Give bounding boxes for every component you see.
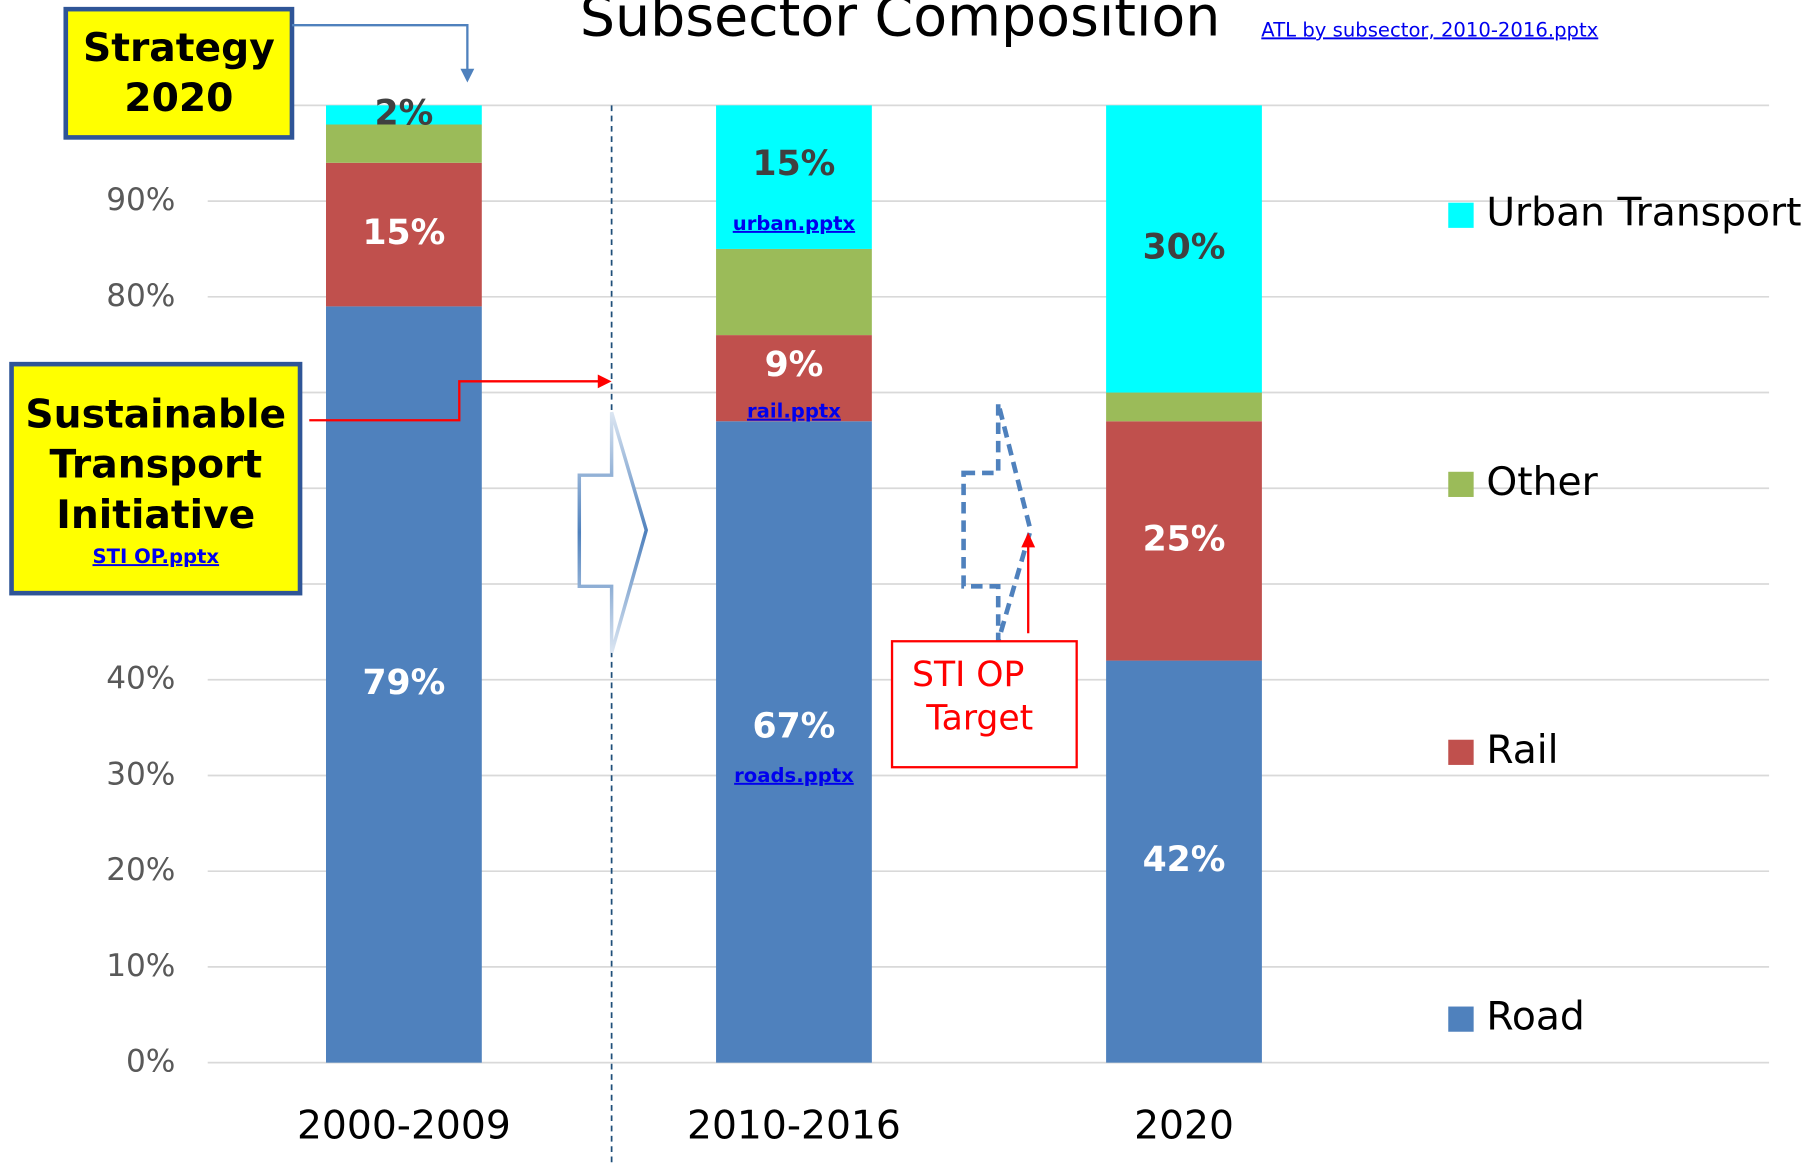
arrow-head <box>460 68 475 83</box>
data-label: 25% <box>1143 520 1226 560</box>
bar-segment <box>716 248 872 336</box>
y-tick-label: 20% <box>106 852 175 888</box>
legend-label: Urban Transport <box>1486 191 1801 236</box>
sti-box <box>9 361 303 596</box>
x-tick-label: 2020 <box>1134 1104 1234 1149</box>
bar-segment <box>1106 105 1262 393</box>
bar-segment <box>326 306 482 1063</box>
bar-link[interactable]: urban.pptx <box>733 212 856 235</box>
dashed-arrow <box>961 402 1033 642</box>
legend-swatch <box>1448 202 1474 228</box>
strategy-box <box>63 6 295 140</box>
data-label: 67% <box>753 707 836 747</box>
legend-label: Road <box>1486 995 1584 1040</box>
bar-link[interactable]: rail.pptx <box>747 400 841 423</box>
y-tick-label: 10% <box>106 948 175 984</box>
legend-label: Rail <box>1486 728 1558 773</box>
y-tick-label: 0% <box>126 1044 175 1080</box>
bar-segment <box>326 162 482 307</box>
bar-segment <box>716 105 872 249</box>
sti-text: Transport <box>49 443 262 488</box>
data-label: 15% <box>753 144 836 184</box>
y-tick-label: 80% <box>106 278 175 314</box>
bar-segment <box>716 421 872 1063</box>
data-label: 30% <box>1143 228 1226 268</box>
bar-segment <box>716 335 872 422</box>
target-text: STI OP <box>912 655 1024 695</box>
data-label: 2% <box>375 94 434 134</box>
x-tick-label: 2010-2016 <box>687 1104 901 1149</box>
data-label: 42% <box>1143 840 1226 880</box>
bar-segment <box>1106 421 1262 661</box>
legend-label: Other <box>1486 460 1598 505</box>
target-box <box>890 640 1078 769</box>
chart-title: Subsector Composition <box>580 0 1220 50</box>
bar-segment <box>326 124 482 163</box>
data-label: 15% <box>362 213 445 253</box>
title-link[interactable]: ATL by subsector, 2010-2016.pptx <box>1261 18 1598 41</box>
arrow-head <box>1021 532 1036 548</box>
bar-link[interactable]: roads.pptx <box>734 764 854 787</box>
sti-link[interactable]: STI OP.pptx <box>92 545 219 568</box>
y-tick-label: 40% <box>106 661 175 697</box>
data-label: 9% <box>765 345 824 385</box>
block-arrow <box>577 411 649 654</box>
bar-segment <box>1106 660 1262 1063</box>
y-tick-label: 30% <box>106 757 175 793</box>
data-label: 79% <box>362 663 445 703</box>
legend-swatch <box>1448 471 1474 497</box>
y-tick-label: 90% <box>106 182 175 218</box>
strategy-text: 2020 <box>124 76 233 121</box>
bar-segment <box>1106 392 1262 422</box>
sti-text: Initiative <box>56 493 255 538</box>
sti-text: Sustainable <box>25 392 286 437</box>
arrow <box>291 24 469 74</box>
legend-swatch <box>1448 1006 1474 1032</box>
x-tick-label: 2000-2009 <box>297 1104 511 1149</box>
bar-segment <box>326 105 482 125</box>
strategy-text: Strategy <box>83 26 275 71</box>
arrow <box>309 380 601 422</box>
arrow-head <box>597 374 612 389</box>
target-text: Target <box>925 699 1033 739</box>
legend-swatch <box>1448 739 1474 765</box>
